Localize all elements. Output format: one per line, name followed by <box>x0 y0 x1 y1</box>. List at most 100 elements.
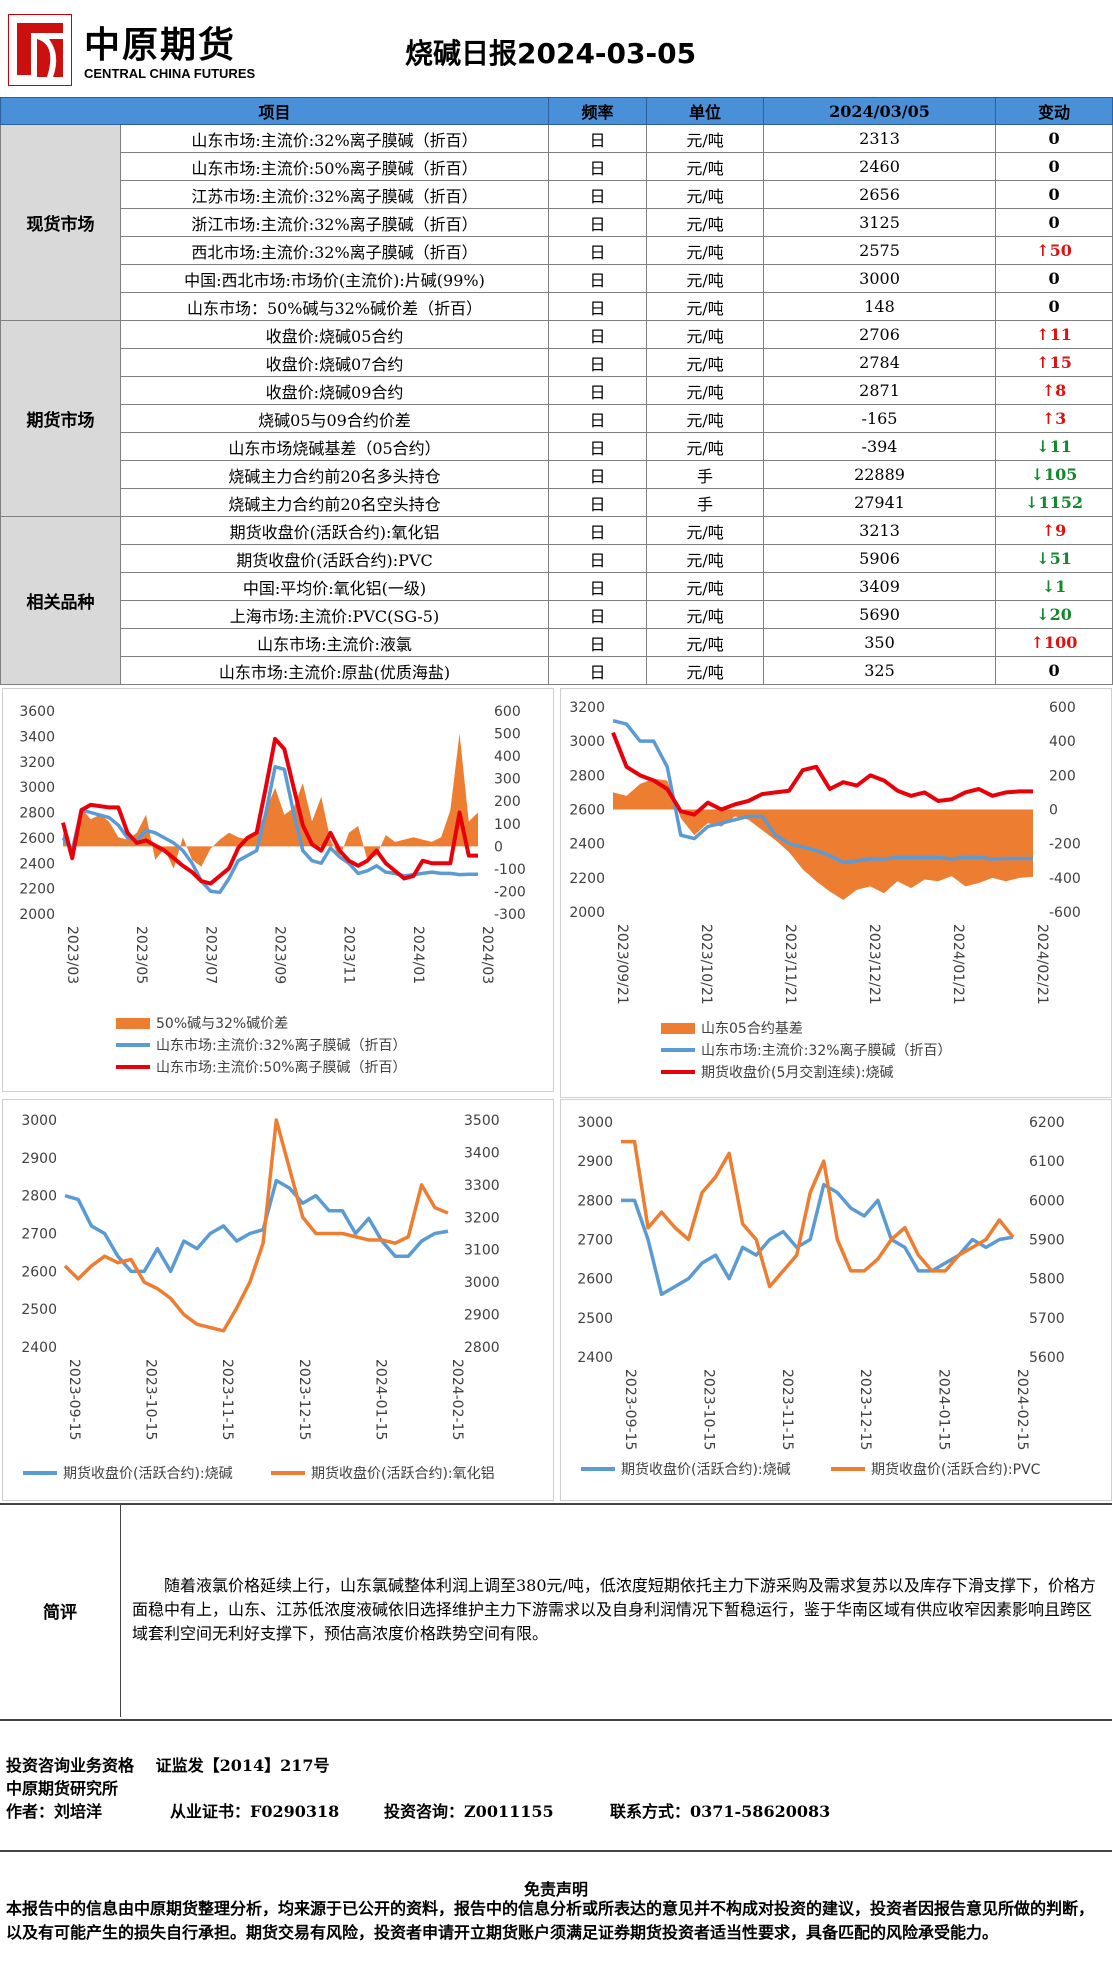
x-tick-label: 2023-09-15 <box>622 1369 638 1450</box>
y-left-tick-label: 2400 <box>577 1350 613 1366</box>
y-right-tick-label: -200 <box>494 884 526 900</box>
y-left-tick-label: 2900 <box>577 1154 613 1170</box>
row-change: ↓20 <box>995 600 1113 629</box>
row-unit: 元/吨 <box>646 432 765 461</box>
table-row: 中国:西北市场:市场价(主流价):片碱(99%) 日元/吨 3000 0 <box>1 264 1113 293</box>
chart-shandong-basis: 32003000280026002400220020006004002000-2… <box>569 700 1080 1081</box>
row-unit: 元/吨 <box>646 208 765 237</box>
row-frequency: 日 <box>548 600 648 629</box>
table-row: 上海市场:主流价:PVC(SG-5) 日元/吨 5690 ↓20 <box>1 600 1113 629</box>
row-value: 22889 <box>763 460 997 489</box>
row-frequency: 日 <box>548 152 648 181</box>
report-title: 烧碱日报2024-03-05 <box>405 37 697 70</box>
series-line <box>61 736 478 886</box>
legend-label: 期货收盘价(活跃合约):氧化铝 <box>311 1465 495 1482</box>
x-tick-label: 2024-02-15 <box>1014 1369 1030 1450</box>
row-frequency: 日 <box>548 404 648 433</box>
y-right-tick-label: 3000 <box>464 1275 500 1291</box>
row-unit: 元/吨 <box>646 600 765 629</box>
table-body: 现货市场 山东市场:主流价:32%离子膜碱（折百）日元/吨 2313 0 山东市场:主流… <box>0 124 1113 685</box>
y-left-tick-label: 2600 <box>569 803 605 819</box>
x-tick-label: 2023-12-15 <box>857 1369 873 1450</box>
row-frequency: 日 <box>548 208 648 237</box>
row-value: 2313 <box>763 124 997 153</box>
table-row: 现货市场 山东市场:主流价:32%离子膜碱（折百）日元/吨 2313 0 <box>0 124 1113 321</box>
y-left-tick-label: 2600 <box>21 1264 57 1280</box>
legend-label: 期货收盘价(活跃合约):烧碱 <box>63 1465 233 1482</box>
row-item: 收盘价:烧碱07合约 <box>119 348 550 377</box>
row-value: -165 <box>763 404 997 433</box>
row-frequency: 日 <box>548 432 648 461</box>
row-unit: 元/吨 <box>646 404 765 433</box>
y-right-tick-label: 3200 <box>464 1210 500 1226</box>
y-left-tick-label: 3000 <box>569 734 605 750</box>
x-tick-label: 2023-10-15 <box>700 1369 716 1450</box>
x-tick-label: 2023/12/21 <box>866 924 882 1005</box>
row-change: ↑15 <box>995 348 1113 377</box>
y-left-tick-label: 3200 <box>569 700 605 716</box>
series-line <box>621 1139 1015 1289</box>
row-change: ↑8 <box>995 376 1113 405</box>
y-right-tick-label: 3100 <box>464 1243 500 1259</box>
y-right-tick-label: 6200 <box>1029 1115 1065 1131</box>
series-line <box>63 1118 449 1333</box>
row-unit: 元/吨 <box>646 376 765 405</box>
x-tick-label: 2023/10/21 <box>698 924 714 1005</box>
legend-label: 期货收盘价(活跃合约):烧碱 <box>621 1461 791 1478</box>
section-label: 期货市场 <box>0 320 121 517</box>
chart-panel-1: 3600 3400 3200 3000 2800 2600 2400 2200 2000 600 5… <box>2 688 554 1092</box>
col-header-item: 项目 <box>0 97 550 125</box>
y-right-tick-label: 3500 <box>464 1113 500 1129</box>
x-tick-label: 2023/03 <box>64 926 80 984</box>
row-value: 2460 <box>763 152 997 181</box>
y-right-tick-label: 5700 <box>1029 1311 1065 1327</box>
table-row: 期货市场 收盘价:烧碱05合约日元/吨 2706 ↑11 <box>0 320 1113 517</box>
row-item: 烧碱主力合约前20名多头持仓 <box>119 460 550 489</box>
row-frequency: 日 <box>548 124 648 153</box>
row-frequency: 日 <box>548 292 648 321</box>
row-value: 3000 <box>763 264 997 293</box>
y-right-tick-label: 600 <box>494 704 521 720</box>
row-value: 2575 <box>763 236 997 265</box>
table-row: 西北市场:主流价:32%离子膜碱（折百）日元/吨 2575 ↑50 <box>1 236 1113 265</box>
row-unit: 元/吨 <box>646 124 765 153</box>
row-item: 浙江市场:主流价:32%离子膜碱（折百） <box>119 208 550 237</box>
y-left-tick-label: 2600 <box>19 831 55 847</box>
y-left-tick-label: 3400 <box>19 729 55 745</box>
footer-divider <box>0 1850 1112 1852</box>
row-frequency: 日 <box>548 348 648 377</box>
row-item: 西北市场:主流价:32%离子膜碱（折百） <box>119 236 550 265</box>
author-text: 作者：刘培洋 <box>6 1802 103 1821</box>
row-unit: 元/吨 <box>646 180 765 209</box>
logo-chinese-text: 中原期货 <box>84 25 237 66</box>
row-value: 2706 <box>763 320 997 349</box>
y-left-tick-label: 3200 <box>19 755 55 771</box>
row-item: 山东市场:主流价:液氯 <box>119 628 550 657</box>
col-header-date: 2024/03/05 <box>763 97 997 125</box>
table-row: 烧碱05与09合约价差日元/吨 -165 ↑3 <box>1 404 1113 433</box>
row-change: 0 <box>995 292 1113 321</box>
table-header-row: 项目 频率 单位 2024/03/05 变动 <box>0 97 1113 125</box>
x-tick-label: 2023-11-15 <box>219 1359 235 1440</box>
series-area <box>63 733 478 869</box>
row-unit: 元/吨 <box>646 348 765 377</box>
row-frequency: 日 <box>548 460 648 489</box>
x-tick-label: 2023/09 <box>272 926 288 984</box>
row-item: 烧碱05与09合约价差 <box>119 404 550 433</box>
legend-swatch <box>661 1023 695 1034</box>
y-left-tick-label: 2500 <box>577 1311 613 1327</box>
row-value: 3213 <box>763 516 997 545</box>
table-row: 山东市场:主流价:原盐(优质海盐) 日元/吨 325 0 <box>1 656 1113 685</box>
y-right-tick-label: 3300 <box>464 1178 500 1194</box>
legend-label: 山东市场:主流价:50%离子膜碱（折百） <box>156 1059 407 1076</box>
y-right-tick-label: 100 <box>494 817 521 833</box>
y-right-tick-label: 400 <box>1049 734 1076 750</box>
table-row: 烧碱主力合约前20名多头持仓日手 22889 ↓105 <box>1 460 1113 489</box>
x-tick-label: 2024-02-15 <box>449 1359 465 1440</box>
row-item: 期货收盘价(活跃合约):氧化铝 <box>119 516 550 545</box>
comment-section <box>0 1503 1112 1721</box>
row-change: 0 <box>995 656 1113 685</box>
row-change: 0 <box>995 208 1113 237</box>
y-left-tick-label: 2400 <box>569 837 605 853</box>
row-unit: 元/吨 <box>646 152 765 181</box>
